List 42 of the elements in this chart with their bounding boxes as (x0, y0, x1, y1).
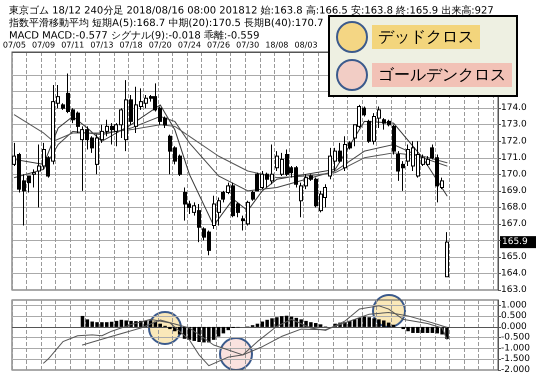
y-tick-label: 168.0 (501, 202, 528, 212)
candlestick (445, 232, 449, 278)
y-tick-label: -1.000 (501, 343, 530, 354)
x-tick-label: 07/05 (2, 40, 26, 50)
y-tick-label: -2.000 (501, 365, 530, 375)
text: MACD MACD:-0.577 シグナル(9):-0.018 乖離:-0.559 (9, 30, 260, 42)
x-tick-label: 18/08 (265, 40, 288, 50)
y-tick-label: 174.0 (501, 103, 528, 114)
line-series (14, 116, 448, 192)
candlestick (251, 190, 255, 202)
x-tick-label: 07/20 (148, 40, 172, 50)
annotation: ゴールデンクロス (372, 63, 512, 87)
y-tick-label: 169.0 (501, 186, 528, 196)
y-tick-label: 171.0 (501, 152, 528, 163)
y-tick-label: 173.0 (501, 120, 528, 130)
chart-title: 東京ゴム 18/12 240分足 2018/08/16 08:00 201812 始:163.8 高:166.5 安:163.8 終:165.9 出来高:927 (9, 4, 494, 16)
candlestick (183, 187, 187, 222)
y-tick-label: 165.0 (501, 252, 528, 262)
y-tick-label: 164.0 (501, 268, 528, 278)
y-tick-label: 0.500 (501, 311, 528, 322)
y-tick-label: -1.500 (501, 354, 530, 364)
x-tick-label: 07/11 (61, 40, 84, 50)
x-tick-label: 07/18 (120, 40, 143, 50)
candlestick (32, 168, 36, 188)
x-tick-label: 07/26 (207, 40, 230, 50)
y-tick-label: -0.500 (501, 332, 530, 343)
y-tick-label: 170.0 (501, 169, 528, 180)
y-tick-label: 1.000 (501, 300, 528, 310)
y-tick-label: 172.0 (501, 136, 528, 146)
line-series (14, 114, 448, 178)
candlestick (392, 124, 396, 155)
y-tick-label: 167.0 (501, 218, 528, 229)
chart-subtitle: 指数平滑移動平均 短期A(5):168.7 中期(20):170.5 長期B(40):170.7 (8, 17, 324, 29)
x-tick-label: 07/13 (90, 40, 114, 50)
y-tick-label: 163.0 (501, 285, 528, 295)
y-tick-label: 0.000 (501, 322, 528, 332)
legend-box: デッドクロス ゴールデンクロス (328, 15, 518, 97)
x-tick-label: 07/24 (178, 40, 201, 50)
x-tick-label: 08/03 (294, 40, 318, 50)
text: 165.9 (502, 237, 528, 248)
x-tick-label: 07/30 (236, 40, 260, 50)
x-tick-label: 07/09 (32, 40, 56, 50)
